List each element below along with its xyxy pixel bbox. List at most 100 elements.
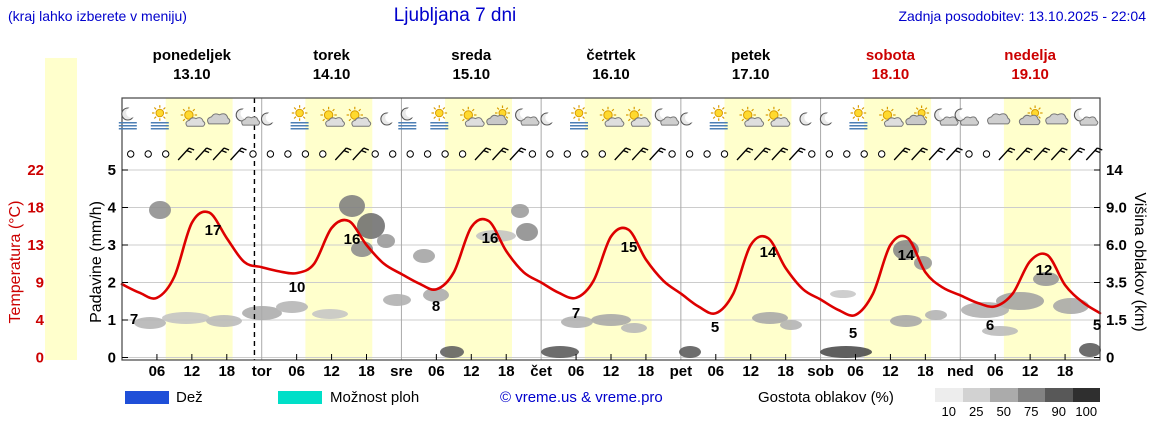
time-tick-label: 18 bbox=[917, 363, 934, 380]
moon-mask bbox=[126, 107, 137, 118]
cloud-scale-value: 90 bbox=[1051, 404, 1066, 419]
wind-barb-icon bbox=[911, 147, 928, 161]
copyright-link[interactable]: © vreme.us & vreme.pro bbox=[500, 389, 663, 406]
cloud-blob bbox=[780, 320, 802, 330]
sun-ray bbox=[861, 107, 865, 110]
sun-ray bbox=[153, 116, 157, 119]
rain-legend-label: Dež bbox=[176, 389, 203, 406]
wind-barb-icon bbox=[631, 147, 649, 161]
barb-tick bbox=[503, 147, 509, 151]
cloud-sun-icon bbox=[1018, 105, 1043, 126]
barb-tick bbox=[483, 149, 489, 154]
sun-ray bbox=[852, 116, 856, 119]
barb-shaft bbox=[893, 147, 906, 161]
sun-ray bbox=[881, 118, 884, 122]
cloud-blob bbox=[440, 346, 464, 358]
time-tick-label: 12 bbox=[882, 363, 899, 380]
cloud-blob bbox=[134, 317, 166, 329]
sun-ray bbox=[721, 116, 725, 119]
barb-tick bbox=[363, 147, 370, 151]
cloud-moon-icon bbox=[654, 108, 680, 126]
fog-line bbox=[290, 125, 309, 127]
temp-axis-tick-label: 13 bbox=[27, 237, 44, 254]
wind-barb-icon bbox=[212, 147, 230, 161]
cloud-blob bbox=[820, 346, 872, 358]
barb-shaft bbox=[1015, 147, 1028, 161]
fog-line bbox=[570, 125, 588, 127]
sun-ray bbox=[712, 116, 716, 119]
temp-value-label: 5 bbox=[711, 319, 719, 336]
wind-calm-icon bbox=[301, 150, 310, 158]
cloud-shape bbox=[604, 117, 625, 127]
wind-calm-icon bbox=[162, 150, 170, 158]
fog-line bbox=[290, 128, 309, 130]
moon-mask bbox=[824, 112, 836, 123]
cloud-blob bbox=[149, 201, 171, 219]
moon-mask bbox=[804, 112, 815, 123]
sun-ray bbox=[153, 107, 157, 110]
barb-tick bbox=[782, 147, 789, 151]
wind-calm-icon bbox=[266, 150, 275, 158]
time-tick-label: 18 bbox=[358, 363, 375, 380]
cloud-blob bbox=[423, 288, 449, 302]
temp-value-label: 5 bbox=[849, 325, 857, 342]
barb-tick bbox=[625, 147, 631, 151]
cloud-blob bbox=[312, 309, 348, 319]
barb-tick bbox=[747, 147, 754, 151]
day-name: petek bbox=[731, 47, 771, 64]
temp-value-label: 17 bbox=[205, 222, 222, 239]
cloud-blob bbox=[511, 204, 529, 218]
day-abbr-label: pet bbox=[670, 363, 693, 380]
axis-ticks bbox=[122, 169, 1100, 360]
fog-line bbox=[430, 125, 449, 127]
precip-axis-tick-label: 1 bbox=[108, 312, 116, 329]
time-tick-label: 06 bbox=[428, 363, 445, 380]
cloud-sun-icon bbox=[486, 105, 510, 126]
barb-tick bbox=[223, 147, 230, 151]
wind-barb-icon bbox=[230, 147, 247, 161]
moon-mask bbox=[545, 112, 556, 123]
cloud-shape bbox=[883, 117, 904, 127]
wind-barb-icon bbox=[893, 147, 911, 161]
time-tick-label: 06 bbox=[568, 363, 585, 380]
barb-shaft bbox=[1085, 147, 1098, 161]
cloud-scale-labels: 10 25 50 75 90 100 bbox=[935, 402, 1100, 419]
temp-value-label: 8 bbox=[432, 298, 440, 315]
wind-barb-icon bbox=[928, 147, 946, 161]
fog-line bbox=[709, 122, 728, 124]
fog-line bbox=[150, 128, 169, 130]
sun-ray bbox=[348, 118, 352, 122]
cloud-shape bbox=[744, 117, 765, 127]
time-tick-label: 18 bbox=[498, 363, 515, 380]
fog-sun-icon bbox=[849, 105, 868, 130]
temp-value-label: 14 bbox=[760, 244, 777, 261]
barb-tick bbox=[206, 147, 212, 151]
barb-tick bbox=[902, 149, 908, 154]
cloud-blob bbox=[339, 195, 365, 217]
barb-tick bbox=[1059, 149, 1066, 154]
wind-barb-icon bbox=[474, 147, 492, 161]
sun-cloud-icon bbox=[599, 106, 625, 127]
sun-ray bbox=[1038, 116, 1041, 119]
barb-tick bbox=[1009, 147, 1016, 151]
wind-calm-icon bbox=[720, 150, 729, 158]
sun-ray bbox=[890, 108, 894, 112]
wind-calm-icon bbox=[825, 150, 833, 158]
barb-shaft bbox=[212, 147, 225, 161]
cloud-shape bbox=[1045, 113, 1069, 125]
day-header: sreda 15.10 bbox=[401, 46, 541, 84]
temp-value-label: 14 bbox=[898, 247, 915, 264]
cloud-blob bbox=[830, 290, 856, 298]
wind-barb-icon bbox=[1050, 147, 1068, 161]
cloud-shape bbox=[630, 117, 651, 127]
cloud-blob bbox=[377, 234, 395, 248]
wind-barb-icon bbox=[1085, 147, 1103, 161]
fog-line bbox=[118, 122, 137, 124]
cloud-blob bbox=[162, 312, 210, 324]
sun-ray bbox=[332, 108, 335, 112]
cloud-height-axis-tick-label: 0 bbox=[1106, 350, 1114, 367]
sun-ray bbox=[348, 108, 352, 112]
day-name: sreda bbox=[451, 47, 492, 64]
temp-value-label: 16 bbox=[482, 230, 499, 247]
time-tick-label: 18 bbox=[1057, 363, 1074, 380]
